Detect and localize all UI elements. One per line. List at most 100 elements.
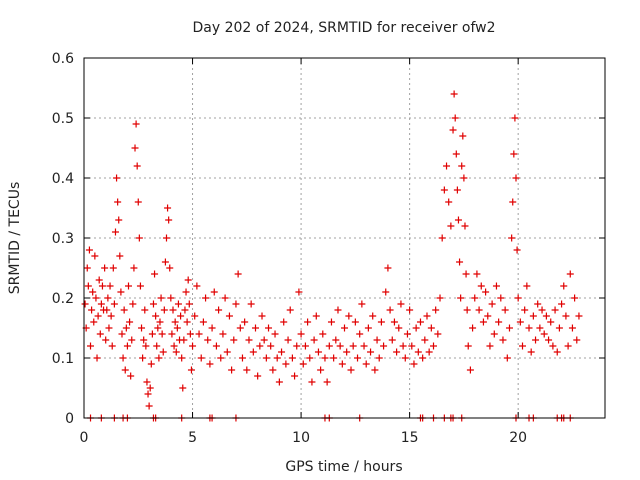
data-point xyxy=(555,324,563,332)
data-point xyxy=(215,306,223,314)
data-point xyxy=(180,336,188,344)
data-point xyxy=(106,282,114,290)
data-point xyxy=(130,264,138,272)
data-point xyxy=(513,246,521,254)
y-tick-label: 0 xyxy=(65,411,74,427)
data-point xyxy=(91,252,99,260)
data-point xyxy=(451,114,459,122)
data-point xyxy=(129,300,137,308)
data-point xyxy=(356,330,364,338)
data-point xyxy=(212,342,220,350)
data-point xyxy=(562,312,570,320)
data-point xyxy=(187,366,195,374)
data-point xyxy=(113,174,121,182)
data-point xyxy=(184,276,192,284)
y-axis-label: SRMTID / TECUs xyxy=(7,182,23,295)
y-tick-label: 0.6 xyxy=(52,51,74,67)
data-point xyxy=(161,258,169,266)
data-point xyxy=(195,330,203,338)
data-point xyxy=(521,306,529,314)
data-point xyxy=(545,336,553,344)
data-point xyxy=(171,318,179,326)
data-point xyxy=(479,318,487,326)
axis-ticks: 0 0.1 0.2 0.3 0.4 0.5 0.6 0 5 10 15 20 xyxy=(52,51,605,446)
data-point xyxy=(185,300,193,308)
data-point xyxy=(88,306,96,314)
data-point xyxy=(108,342,116,350)
data-point xyxy=(416,318,424,326)
data-point xyxy=(204,336,212,344)
data-point xyxy=(223,348,231,356)
data-point xyxy=(123,342,131,350)
data-point xyxy=(111,228,119,236)
data-point xyxy=(94,312,102,320)
data-point xyxy=(492,282,500,290)
data-point xyxy=(325,342,333,350)
data-point xyxy=(452,150,460,158)
data-point xyxy=(97,300,105,308)
data-point xyxy=(566,270,574,278)
data-point xyxy=(338,360,346,368)
data-point xyxy=(534,300,542,308)
data-point xyxy=(436,294,444,302)
data-point xyxy=(403,330,411,338)
data-point xyxy=(142,342,150,350)
data-point xyxy=(380,342,388,350)
data-point xyxy=(369,312,377,320)
data-point xyxy=(301,342,309,350)
data-point xyxy=(509,198,517,206)
data-point xyxy=(349,342,357,350)
data-point xyxy=(155,354,163,362)
data-point xyxy=(373,336,381,344)
data-point xyxy=(358,300,366,308)
data-point xyxy=(564,342,572,350)
data-point xyxy=(145,402,153,410)
data-point xyxy=(132,120,140,128)
data-point xyxy=(140,336,148,344)
data-point xyxy=(83,264,91,272)
data-point xyxy=(162,234,170,242)
data-point xyxy=(81,300,89,308)
data-point xyxy=(232,300,240,308)
data-point xyxy=(475,306,483,314)
data-point xyxy=(330,354,338,362)
data-point xyxy=(421,336,429,344)
x-axis-label: GPS time / hours xyxy=(285,459,402,475)
data-point xyxy=(362,360,370,368)
data-point xyxy=(136,282,144,290)
data-point xyxy=(288,354,296,362)
data-point xyxy=(228,366,236,374)
data-point xyxy=(90,318,98,326)
data-point xyxy=(508,234,516,242)
data-point xyxy=(447,222,455,230)
data-point xyxy=(347,366,355,374)
data-point xyxy=(89,288,97,296)
data-point xyxy=(523,282,531,290)
data-point xyxy=(159,348,167,356)
data-point xyxy=(208,324,216,332)
data-point xyxy=(197,354,205,362)
data-point xyxy=(236,324,244,332)
data-point xyxy=(427,324,435,332)
data-point xyxy=(382,288,390,296)
x-tick-label: 10 xyxy=(292,430,310,446)
data-point xyxy=(438,234,446,242)
data-point xyxy=(310,336,318,344)
data-point xyxy=(269,366,277,374)
y-tick-label: 0.5 xyxy=(52,111,74,127)
chart-title: Day 202 of 2024, SRMTID for receiver ofw… xyxy=(192,20,495,36)
data-point xyxy=(486,342,494,350)
data-point xyxy=(299,360,307,368)
data-point xyxy=(454,216,462,224)
data-point xyxy=(511,114,519,122)
plot-frame xyxy=(83,57,606,419)
data-point xyxy=(262,354,270,362)
data-point xyxy=(291,372,299,380)
x-tick-label: 20 xyxy=(509,430,527,446)
data-point xyxy=(115,216,123,224)
data-point xyxy=(459,132,467,140)
data-point xyxy=(390,318,398,326)
data-point xyxy=(551,306,559,314)
data-point xyxy=(143,378,151,386)
x-tick-label: 15 xyxy=(401,430,419,446)
